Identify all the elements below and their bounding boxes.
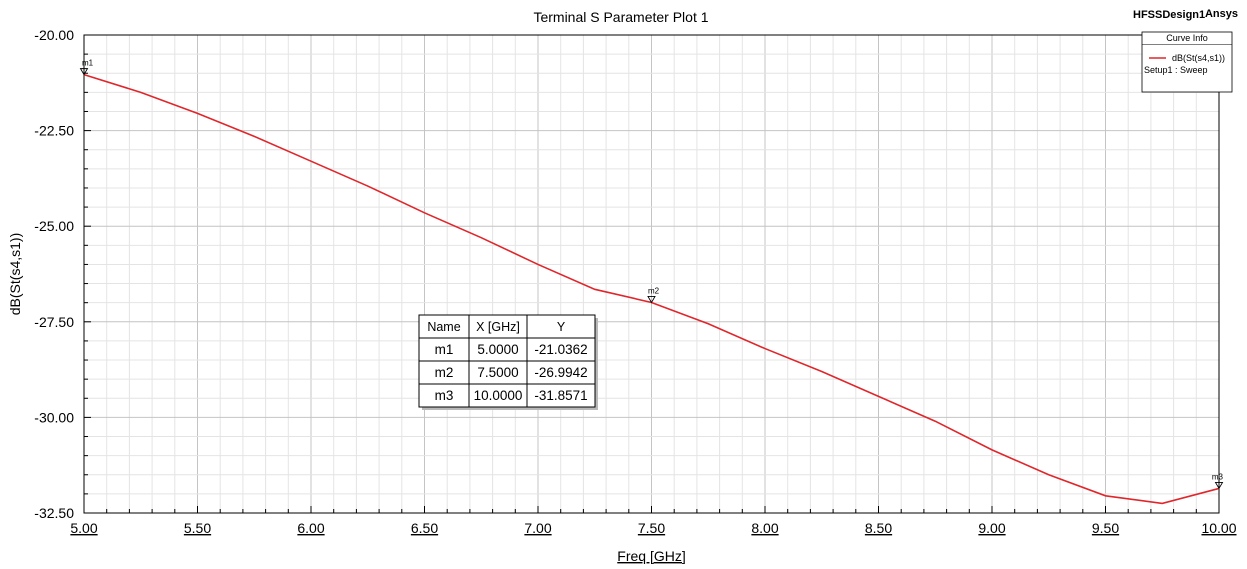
design-name: HFSSDesign1 [1133, 9, 1205, 21]
legend-entry-detail: Setup1 : Sweep [1144, 65, 1208, 75]
brand-logo: Ansys [1205, 8, 1238, 20]
x-tick-label: 6.00 [297, 520, 324, 536]
y-tick-label: -20.00 [34, 27, 74, 43]
x-tick-label: 10.00 [1201, 520, 1236, 536]
y-tick-label: -22.50 [34, 123, 74, 139]
marker-table-header: X [GHz] [476, 320, 520, 334]
x-tick-label: 9.00 [978, 520, 1005, 536]
y-axis-label: dB(St(s4,s1)) [7, 233, 23, 315]
marker-m1: m1 [79, 59, 94, 76]
marker-triangle [647, 296, 656, 304]
legend-entry-name: dB(St(s4,s1)) [1172, 53, 1225, 63]
x-tick-label: 8.00 [751, 520, 778, 536]
marker-table-cell: 5.0000 [477, 342, 518, 357]
marker-table-header: Y [557, 320, 566, 334]
marker-table-cell: -26.9942 [534, 365, 587, 380]
marker-m2: m2 [647, 286, 660, 304]
marker-table-cell: -21.0362 [534, 342, 587, 357]
marker-triangle [1214, 481, 1224, 490]
marker-label: m2 [648, 286, 660, 295]
x-tick-label: 9.50 [1092, 520, 1119, 536]
legend-box [1141, 31, 1233, 93]
marker-table: Name X [GHz] Ym1 5.0000 -21.0362 m2 7.5000 -26.… [418, 314, 598, 410]
marker-label: m3 [1212, 472, 1224, 481]
x-tick-label: 7.50 [638, 520, 665, 536]
marker-table-cell: 7.5000 [477, 365, 518, 380]
x-axis-label: Freq [GHz] [617, 548, 685, 564]
y-tick-label: -32.50 [34, 505, 74, 521]
legend[interactable]: Curve Info dB(St(s4,s1)) Setup1 : Sweep [1141, 31, 1233, 93]
axis-ticks [83, 34, 1220, 514]
marker-m3: m3 [1212, 472, 1224, 490]
x-tick-label: 5.00 [70, 520, 97, 536]
tick-labels: 5.00 5.50 6.00 6.50 7.00 7.50 8.00 8.50 9.00 9.50… [34, 27, 1236, 536]
x-tick-label: 6.50 [411, 520, 438, 536]
x-tick-label: 8.50 [865, 520, 892, 536]
marker-table-header: Name [427, 320, 460, 334]
y-tick-label: -27.50 [34, 314, 74, 330]
legend-title: Curve Info [1166, 33, 1208, 43]
marker-table-cell: m2 [435, 365, 454, 380]
marker-triangle [79, 68, 89, 76]
y-tick-label: -25.00 [34, 218, 74, 234]
plot-grid [84, 35, 1219, 513]
marker-label: m1 [82, 59, 94, 68]
marker-table-cell: m1 [435, 342, 454, 357]
marker-table-cell: m3 [435, 388, 454, 403]
marker-table-cell: -31.8571 [534, 388, 587, 403]
chart-title: Terminal S Parameter Plot 1 [533, 9, 708, 25]
y-tick-label: -30.00 [34, 409, 74, 425]
marker-layer: m1 m2 m3 [79, 59, 1224, 490]
x-tick-label: 5.50 [184, 520, 211, 536]
x-tick-label: 7.00 [524, 520, 551, 536]
marker-table-cell: 10.0000 [474, 388, 523, 403]
